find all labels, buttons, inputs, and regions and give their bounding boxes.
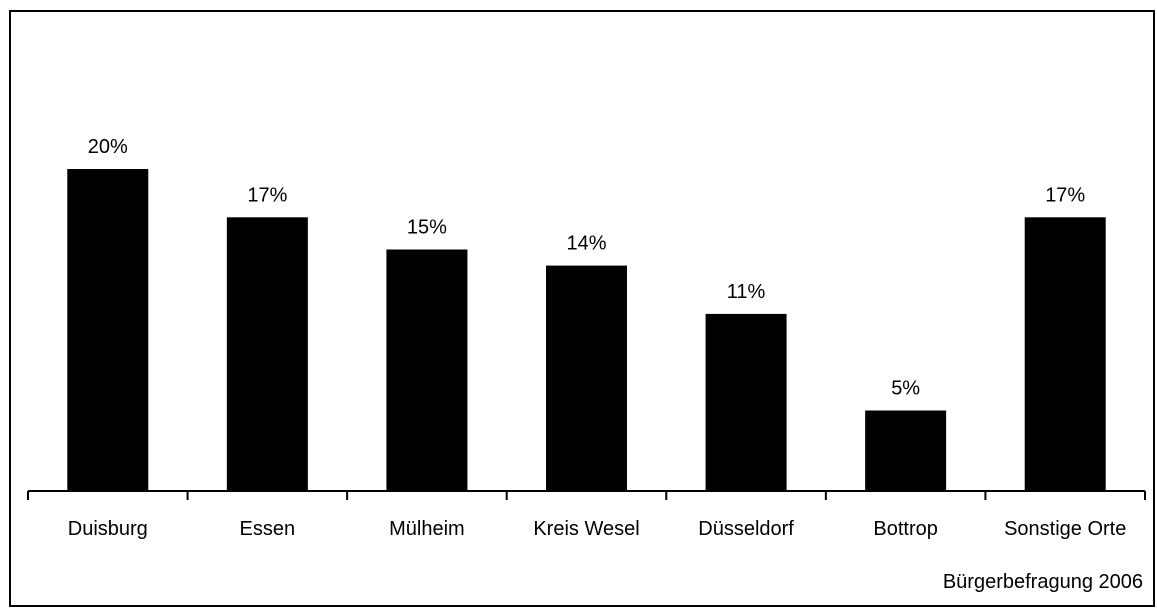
labels-layer: 20% Duisburg 17% Essen 15% Mülheim 14% Kreis We… xyxy=(68,136,1127,540)
bar-mülheim xyxy=(386,249,468,491)
bars-layer xyxy=(67,169,1106,492)
bar-bottrop xyxy=(865,410,947,491)
category-label: Essen xyxy=(240,518,296,540)
data-label: 11% xyxy=(727,281,766,303)
category-label: Kreis Wesel xyxy=(533,518,639,540)
bar-duisburg xyxy=(67,169,149,491)
bar-essen xyxy=(226,217,308,492)
source-note: Bürgerbefragung 2006 xyxy=(942,571,1143,593)
category-label: Sonstige Orte xyxy=(1004,518,1126,540)
x-axis xyxy=(27,490,1146,500)
category-label: Mülheim xyxy=(389,518,465,540)
category-label: Düsseldorf xyxy=(698,518,794,540)
data-label: 15% xyxy=(407,217,447,239)
data-label: 17% xyxy=(1045,184,1085,206)
bar-sonstige-orte xyxy=(1024,217,1106,492)
data-label: 14% xyxy=(566,233,606,255)
category-label: Duisburg xyxy=(68,518,148,540)
data-label: 5% xyxy=(891,378,920,400)
bar-kreis-wesel xyxy=(546,265,627,491)
category-label: Bottrop xyxy=(873,518,937,540)
bar-düsseldorf xyxy=(705,313,787,491)
data-label: 17% xyxy=(247,184,287,206)
data-label: 20% xyxy=(88,136,128,158)
